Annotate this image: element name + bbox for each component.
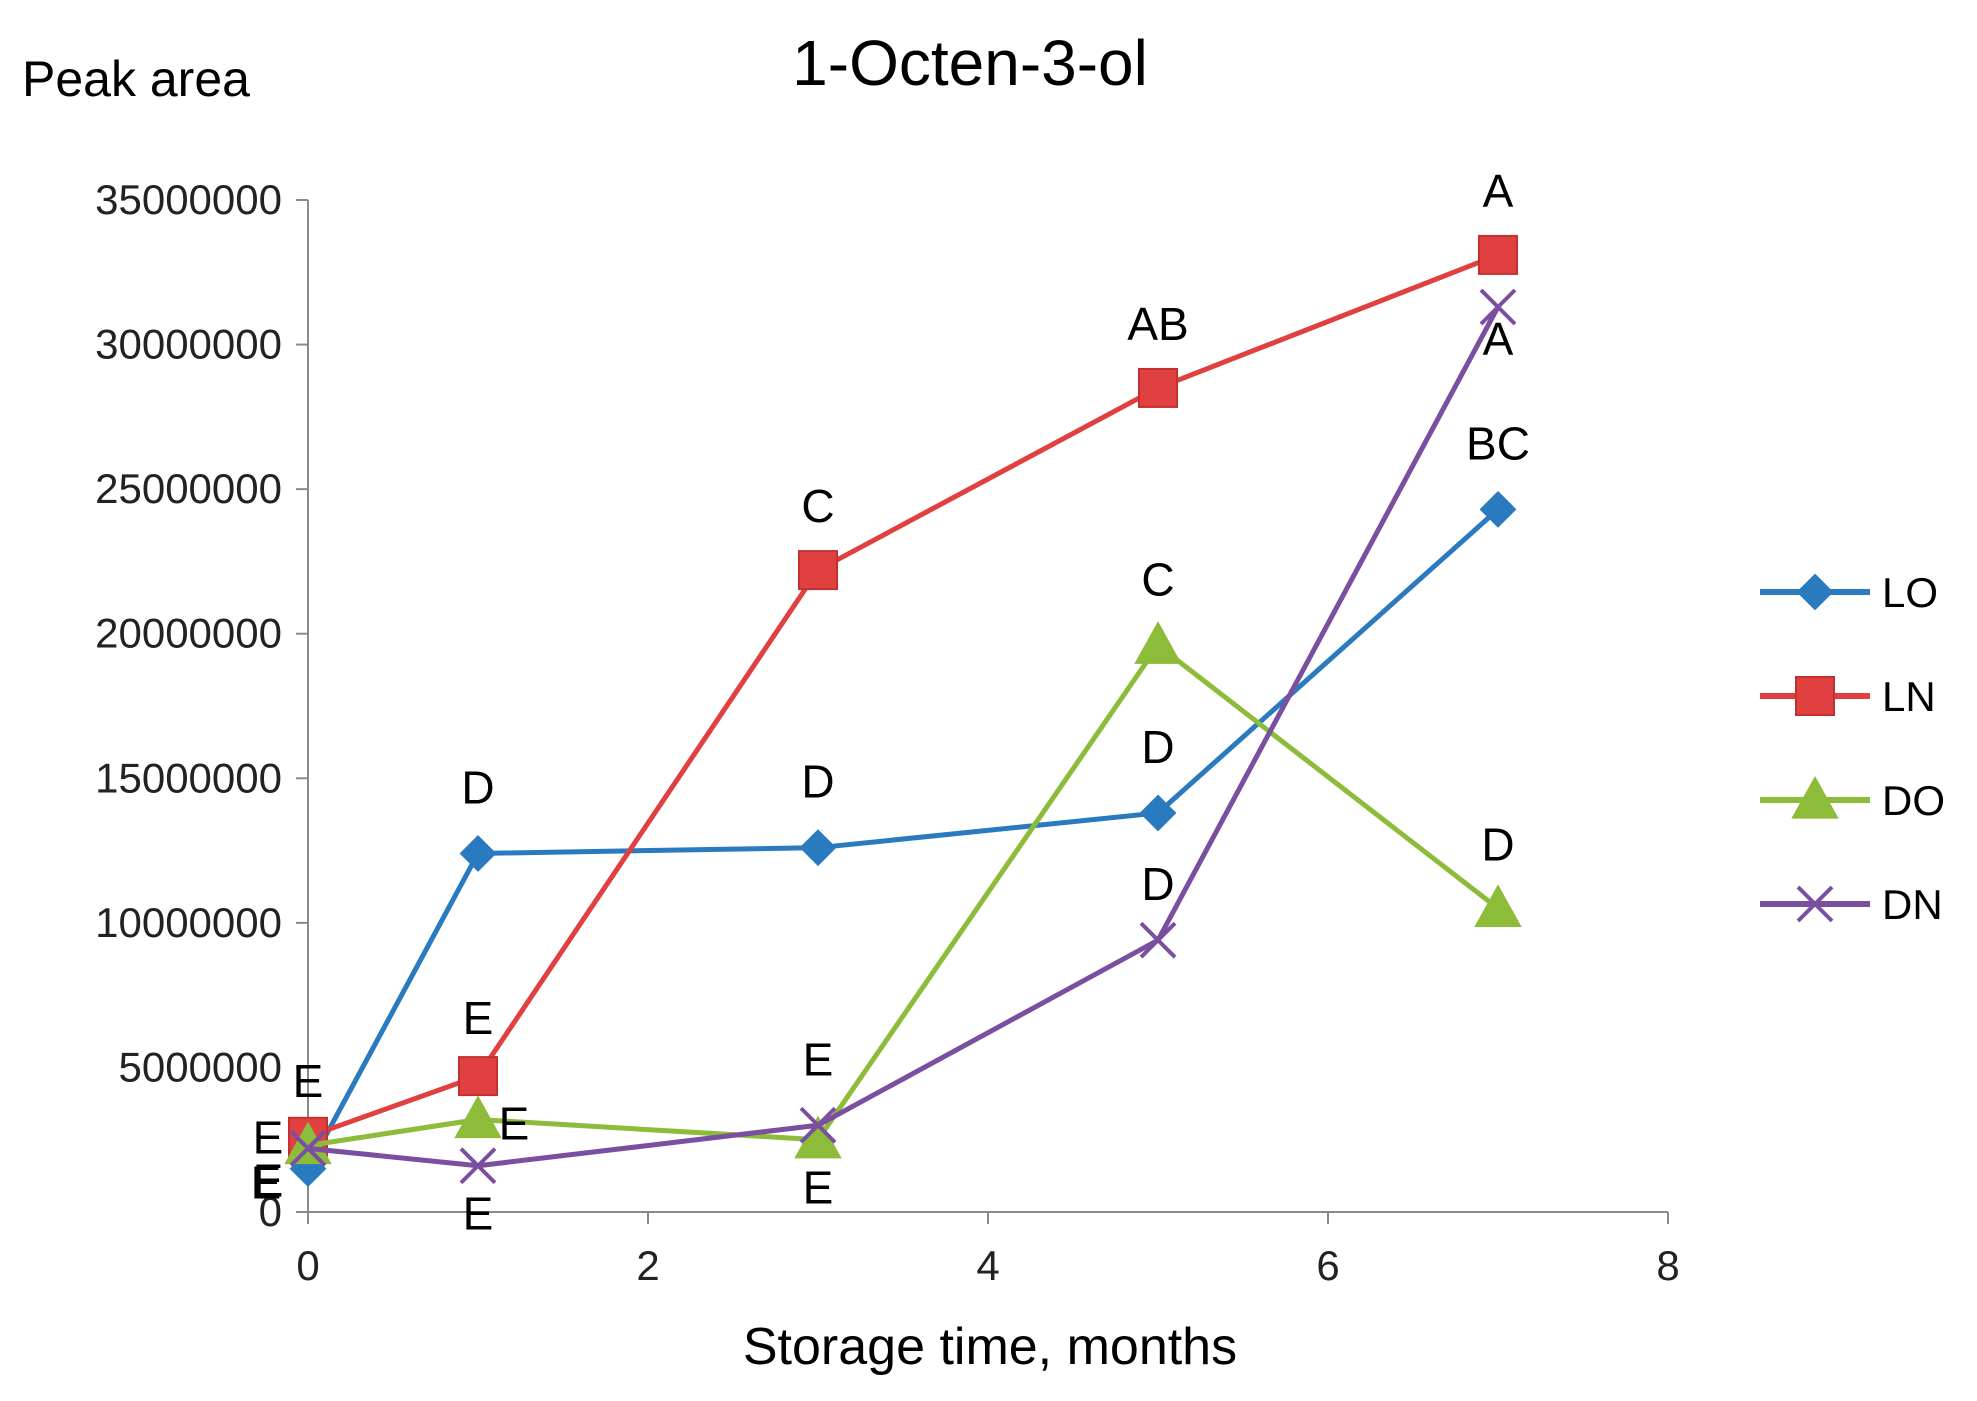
legend-marker-ln xyxy=(1795,676,1835,716)
data-point-dn xyxy=(289,1129,327,1167)
y-tick-label: 25000000 xyxy=(95,465,282,512)
data-label-dn: E xyxy=(253,1154,284,1206)
data-point-do xyxy=(1134,621,1182,664)
data-point-dn xyxy=(799,1106,837,1144)
data-label-dn: A xyxy=(1483,313,1514,365)
legend-label-lo: LO xyxy=(1882,569,1938,616)
data-point-ln xyxy=(1478,234,1518,275)
y-tick-label: 35000000 xyxy=(95,176,282,223)
data-point-dn xyxy=(1139,921,1177,959)
data-point-lo xyxy=(1479,490,1517,528)
legend: LO LN DO DN xyxy=(1760,569,1945,928)
legend-item-do: DO xyxy=(1760,775,1945,824)
legend-marker-lo xyxy=(1796,573,1834,611)
y-axis-label: Peak area xyxy=(22,51,250,107)
y-tick-label: 30000000 xyxy=(95,321,282,368)
chart-title: 1-Octen-3-ol xyxy=(792,27,1148,99)
x-tick-label: 4 xyxy=(976,1242,999,1289)
data-label-ln: C xyxy=(801,480,834,532)
data-label-do: D xyxy=(1481,818,1514,870)
y-tick-label: 0 xyxy=(259,1188,282,1235)
data-point-dn xyxy=(1479,288,1517,326)
data-label-dn: D xyxy=(1141,858,1174,910)
data-point-lo xyxy=(1139,794,1177,832)
x-tick-label: 0 xyxy=(296,1242,319,1289)
data-point-do xyxy=(1474,884,1522,927)
data-label-lo: E xyxy=(251,1157,282,1209)
legend-label-dn: DN xyxy=(1882,881,1943,928)
series-layer xyxy=(284,234,1522,1188)
legend-item-ln: LN xyxy=(1760,673,1936,720)
data-point-ln xyxy=(1138,367,1178,408)
y-tick-label: 20000000 xyxy=(95,610,282,657)
data-label-do: E xyxy=(499,1097,530,1149)
data-label-ln: E xyxy=(463,992,494,1044)
legend-item-lo: LO xyxy=(1760,569,1938,616)
data-point-do xyxy=(284,1121,332,1165)
x-axis-label: Storage time, months xyxy=(743,1318,1237,1376)
data-label-ln: A xyxy=(1483,165,1514,217)
y-axis-ticks: 0 5000000 10000000 15000000 20000000 25000000… xyxy=(95,176,308,1235)
x-tick-label: 8 xyxy=(1656,1242,1679,1289)
data-label-lo: D xyxy=(801,756,834,808)
data-label-dn: E xyxy=(803,1033,834,1085)
data-point-dn xyxy=(459,1147,497,1185)
y-tick-label: 5000000 xyxy=(118,1043,282,1090)
legend-marker-do xyxy=(1791,775,1839,819)
data-label-lo: D xyxy=(461,761,494,813)
data-point-do xyxy=(454,1095,502,1139)
x-tick-label: 2 xyxy=(636,1242,659,1289)
legend-label-do: DO xyxy=(1882,777,1945,824)
x-tick-label: 6 xyxy=(1316,1242,1339,1289)
data-label-do: E xyxy=(803,1162,834,1214)
series-dn xyxy=(289,288,1517,1185)
data-label-ln: AB xyxy=(1127,298,1188,350)
data-label-ln: E xyxy=(293,1055,324,1107)
data-point-lo xyxy=(799,829,837,867)
data-label-do: E xyxy=(253,1111,284,1163)
y-tick-label: 15000000 xyxy=(95,754,282,801)
data-label-dn: E xyxy=(463,1188,494,1240)
x-axis-ticks: 0 2 4 6 8 xyxy=(296,1212,1680,1289)
y-tick-label: 10000000 xyxy=(95,899,282,946)
legend-item-dn: DN xyxy=(1760,881,1943,928)
data-label-lo: D xyxy=(1141,721,1174,773)
data-point-ln xyxy=(798,550,838,591)
data-point-ln xyxy=(458,1056,498,1097)
legend-marker-dn xyxy=(1796,885,1834,923)
data-label-do: C xyxy=(1141,553,1174,605)
legend-label-ln: LN xyxy=(1882,673,1936,720)
data-label-lo: BC xyxy=(1466,417,1530,469)
data-point-lo xyxy=(459,835,497,872)
